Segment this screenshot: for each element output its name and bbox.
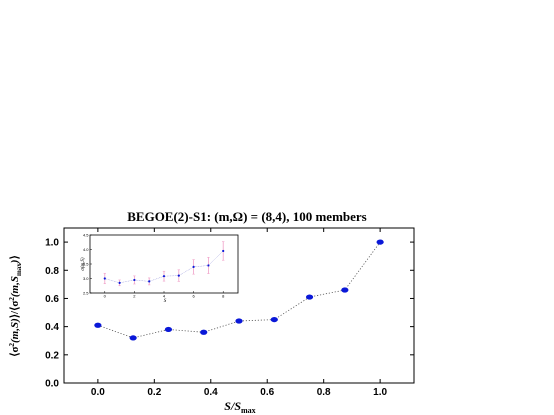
x-tick-label: 0.8: [317, 387, 331, 398]
inset-axis-ticks: 0 2 4 6 8 2.5 3.0 3.5 4.0 4.5: [83, 233, 225, 299]
x-tick-label: 1.0: [373, 387, 387, 398]
data-point: [305, 294, 314, 300]
x-tick-label: 0.4: [204, 387, 218, 398]
y-axis-label: ⟨σ2(m,S)⟩/⟨σ2(m,Smax)⟩: [8, 255, 23, 357]
data-point: [164, 326, 173, 333]
inset-data-point: [148, 280, 151, 283]
y-tick-label: 0.4: [45, 322, 59, 333]
x-tick-label: 0.2: [147, 387, 161, 398]
inset-x-axis-label: S: [164, 299, 167, 304]
inset-data-point: [103, 277, 106, 280]
inset-data-point: [192, 265, 195, 268]
inset-data-point: [162, 275, 166, 278]
inset-x-tick-label: 4: [163, 294, 166, 299]
x-axis-label: S/Smax: [224, 399, 255, 415]
y-tick-label: 0.0: [45, 379, 59, 390]
inset-series-points: [103, 249, 225, 284]
inset-y-tick-label: 4.5: [83, 233, 89, 238]
y-tick-label: 1.0: [45, 238, 59, 249]
x-tick-label: 0.0: [91, 387, 105, 398]
inset-y-tick-label: 2.5: [83, 291, 89, 296]
y-tick-label: 0.6: [45, 294, 59, 305]
inset-y-tick-label: 3.5: [83, 262, 89, 267]
inset-x-tick-label: 2: [133, 294, 136, 299]
inset-data-point: [177, 274, 180, 277]
data-point: [376, 239, 384, 245]
data-point: [341, 287, 349, 293]
data-point: [200, 329, 208, 335]
inset-y-axis-label: σ(m,S): [81, 257, 86, 270]
inset-plot-frame: [89, 234, 239, 294]
inset-y-tick-label: 3.0: [83, 276, 89, 281]
y-tick-label: 0.8: [45, 266, 59, 277]
y-tick-label: 0.2: [45, 350, 59, 361]
data-point: [270, 316, 278, 323]
inset-data-point: [133, 278, 136, 282]
inset-y-tick-label: 4.0: [83, 247, 89, 252]
inset-data-point: [118, 281, 121, 284]
data-point: [235, 318, 243, 324]
data-point: [94, 322, 102, 328]
main-series-points: [94, 239, 384, 341]
inset-data-point: [222, 249, 225, 253]
main-axis-ticks: 0.0 0.2 0.4 0.6 0.8 1.0 0.0 0.2 0.4 0.6 0.8 1.0: [45, 228, 414, 398]
inset-x-tick-label: 0: [104, 294, 107, 299]
x-tick-label: 0.6: [260, 387, 274, 398]
inset-x-tick-label: 8: [222, 294, 225, 299]
data-point: [129, 335, 137, 341]
inset-data-point: [207, 264, 210, 267]
main-plot-frame: [63, 227, 415, 384]
inset-x-tick-label: 6: [192, 294, 195, 299]
chart-title: BEGOE(2)-S1: (m,Ω) = (8,4), 100 members: [127, 209, 367, 224]
